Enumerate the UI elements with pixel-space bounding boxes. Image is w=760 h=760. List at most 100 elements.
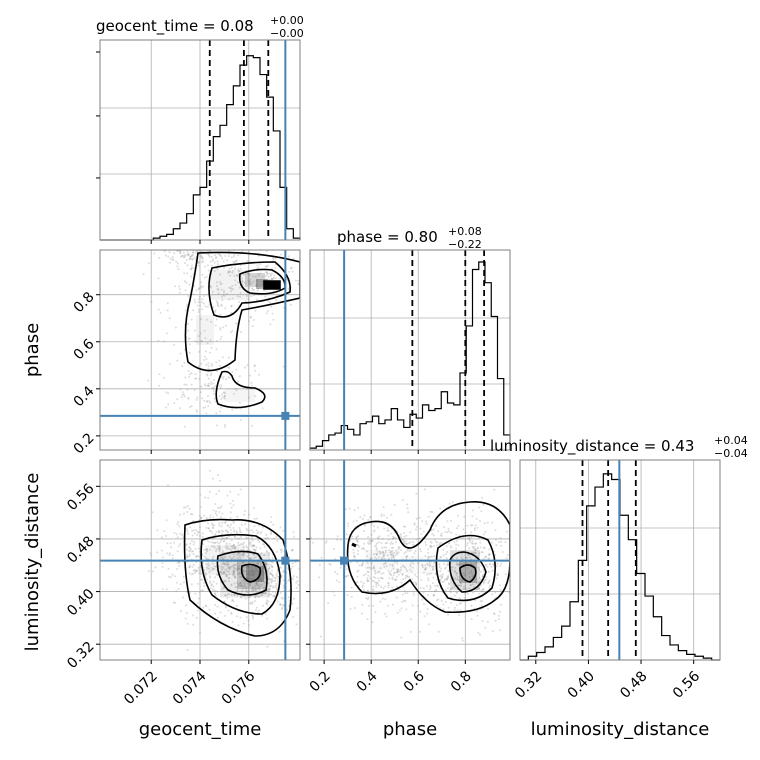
density-point (479, 600, 482, 603)
density-point (221, 551, 224, 554)
panel-frame (309, 459, 511, 661)
density-point (253, 600, 256, 602)
density-point (279, 277, 282, 280)
density-point (173, 402, 176, 404)
density-point (232, 527, 235, 529)
density-point (173, 252, 176, 255)
density-point (194, 592, 197, 595)
density-point (218, 547, 221, 550)
density-point (219, 557, 222, 560)
density-point (186, 264, 189, 267)
density-point (253, 365, 256, 368)
density-point (251, 586, 254, 589)
density-point (211, 522, 214, 525)
density-point (375, 553, 378, 555)
density-point (195, 555, 198, 558)
density-point (389, 542, 392, 545)
density-point (447, 606, 450, 609)
density-point (449, 591, 452, 594)
density-point (185, 383, 188, 386)
density-point (256, 289, 259, 292)
density-point (465, 557, 468, 560)
density-point (468, 539, 471, 542)
density-point (190, 573, 193, 576)
density-point (404, 600, 407, 602)
density-point (291, 548, 294, 551)
density-point (388, 549, 391, 552)
density-point (207, 367, 210, 370)
density-point (191, 534, 194, 537)
density-point (467, 553, 470, 556)
density-point (213, 592, 216, 595)
density-point (216, 474, 219, 477)
density-point (387, 570, 390, 573)
density-point (291, 577, 294, 580)
density-point (265, 534, 268, 536)
density-point (297, 583, 300, 586)
density-point (224, 556, 227, 559)
density-point (430, 541, 433, 544)
density-point (252, 280, 255, 283)
density-point (396, 568, 399, 571)
density-point (424, 566, 427, 569)
density-point (269, 578, 272, 581)
density-point (237, 583, 240, 585)
density-point (221, 562, 224, 565)
density-point (227, 563, 230, 566)
density-point (224, 537, 227, 540)
density-point (276, 570, 279, 572)
density-point (214, 594, 217, 597)
density-point (397, 573, 400, 576)
density-point (164, 254, 167, 257)
density-point (214, 385, 217, 388)
density-point (480, 589, 483, 592)
density-point (223, 563, 226, 566)
density-point (366, 561, 369, 564)
density-point (282, 529, 285, 532)
density-point (467, 553, 470, 556)
density-point (205, 275, 208, 278)
density-point (455, 533, 458, 536)
density-point (236, 275, 239, 277)
density-point (381, 597, 384, 600)
density-point (269, 585, 272, 588)
tick-label-y: 0.8 (71, 289, 98, 316)
density-point (426, 594, 429, 596)
density-point (186, 530, 189, 533)
density-point (189, 406, 192, 409)
density-point (494, 591, 497, 594)
density-point (492, 562, 495, 565)
density-point (483, 570, 486, 573)
density-point (234, 547, 237, 550)
density-point (379, 552, 381, 555)
density-point (384, 612, 387, 615)
density-point (273, 594, 276, 597)
density-point (212, 588, 215, 591)
density-point (208, 530, 211, 533)
density-point (392, 574, 395, 577)
tick-label-y: 0.32 (64, 639, 97, 672)
density-point (194, 377, 197, 380)
density-point (266, 310, 269, 313)
density-point (475, 588, 478, 591)
density-point (247, 589, 250, 592)
density-point (240, 543, 243, 545)
density-point (380, 586, 382, 588)
density-point (476, 547, 479, 550)
density-point (428, 562, 431, 565)
density-point (499, 588, 502, 591)
density-point (220, 565, 223, 568)
density-point (200, 286, 203, 289)
density-point (210, 566, 213, 569)
density-point (425, 543, 428, 546)
title-main: phase = 0.80 (337, 228, 438, 246)
density-point (396, 571, 399, 574)
density-point (370, 533, 373, 536)
density-point (461, 563, 464, 566)
density-point (391, 586, 394, 589)
density-point (413, 552, 416, 555)
density-point (200, 589, 203, 592)
density-point (367, 574, 370, 577)
density-point (201, 589, 204, 592)
density-point (432, 576, 435, 579)
